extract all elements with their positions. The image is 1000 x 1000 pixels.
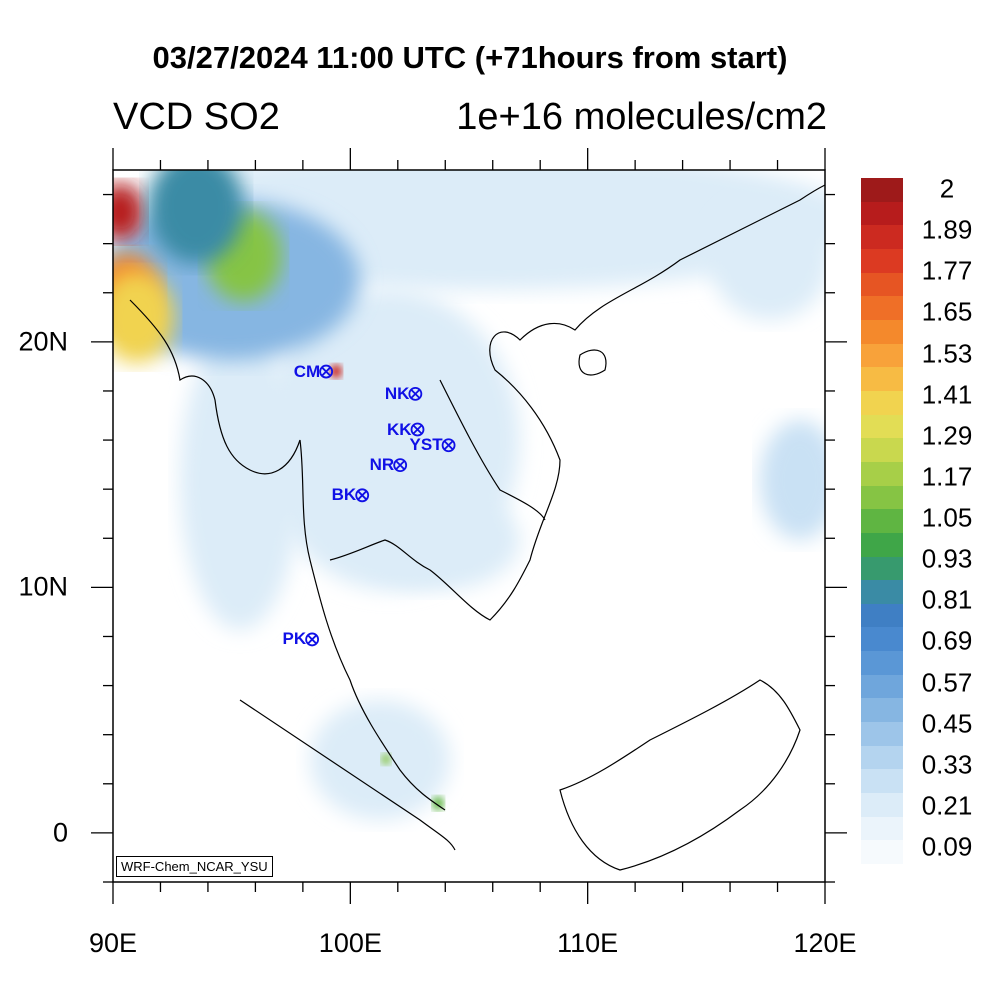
colorbar-label: 1.29 xyxy=(921,420,973,451)
y-tick-label: 20N xyxy=(18,326,68,357)
station-marker-bk xyxy=(355,488,370,503)
colorbar xyxy=(861,178,903,865)
station-label-pk: PK xyxy=(282,629,307,649)
colorbar-swatch xyxy=(861,816,903,841)
haze-peninsula xyxy=(310,700,450,820)
colorbar-label: 0.45 xyxy=(921,708,973,739)
colorbar-swatch xyxy=(861,840,903,865)
colorbar-swatch xyxy=(861,485,903,510)
colorbar-label: 0.93 xyxy=(921,543,973,574)
colorbar-label: 0.69 xyxy=(921,625,973,656)
colorbar-label: 1.05 xyxy=(921,502,973,533)
colorbar-swatch xyxy=(861,509,903,533)
station-label-kk: KK xyxy=(386,419,412,439)
plume-cm-hotspot xyxy=(330,364,343,379)
colorbar-label: 1.53 xyxy=(921,338,973,368)
colorbar-swatch xyxy=(861,390,903,415)
colorbar-label: 0.21 xyxy=(921,790,973,821)
station-marker-pk xyxy=(305,632,320,647)
colorbar-swatch xyxy=(861,438,903,462)
station-marker-yst xyxy=(441,438,456,453)
x-tick-label: 120E xyxy=(793,928,857,958)
station-marker-cm xyxy=(319,364,334,379)
colorbar-swatch xyxy=(861,627,903,652)
haze-myanmar-south xyxy=(180,330,300,630)
model-tag: WRF-Chem_NCAR_YSU xyxy=(116,856,273,877)
coastline xyxy=(129,184,826,871)
colorbar-swatch xyxy=(861,343,903,368)
colorbar-swatch xyxy=(861,532,903,557)
colorbar-swatch xyxy=(861,201,903,226)
colorbar-label: 0.57 xyxy=(921,667,973,697)
colorbar-swatch xyxy=(861,722,903,746)
station-marker-nk xyxy=(408,387,423,401)
colorbar-swatch xyxy=(861,651,903,675)
colorbar-swatch xyxy=(861,272,903,297)
x-tick-label: 90E xyxy=(88,928,138,958)
station-label-bk: BK xyxy=(331,485,357,505)
colorbar-swatch xyxy=(861,461,903,486)
colorbar-label: 1.41 xyxy=(921,379,973,410)
haze-east xyxy=(760,420,825,540)
colorbar-label: 0.33 xyxy=(921,749,973,780)
chart-title: 03/27/2024 11:00 UTC (+71hours from star… xyxy=(152,40,788,75)
colorbar-label: 0.09 xyxy=(921,831,973,862)
colorbar-swatch xyxy=(861,367,903,391)
plume-malacca-green xyxy=(381,753,391,765)
colorbar-swatch xyxy=(861,674,903,699)
colorbar-label: 0.81 xyxy=(921,584,973,615)
x-tick-label: 100E xyxy=(318,928,382,958)
colorbar-label: 1.77 xyxy=(921,255,973,286)
colorbar-swatch xyxy=(861,698,903,723)
station-label-nk: NK xyxy=(384,383,410,403)
tick-marks xyxy=(91,148,847,904)
y-tick-label: 0 xyxy=(52,817,68,848)
units-title: 1e+16 molecules/cm2 xyxy=(456,96,827,138)
colorbar-swatch xyxy=(861,248,903,273)
colorbar-swatch xyxy=(861,296,903,320)
station-label-nr: NR xyxy=(369,455,395,475)
variable-title: VCD SO2 xyxy=(113,96,280,138)
colorbar-swatch xyxy=(861,414,903,439)
plume-bangladesh-hotspot xyxy=(113,183,144,241)
plume-bangladesh-yellow xyxy=(113,271,175,363)
colorbar-swatch xyxy=(861,319,903,344)
frame xyxy=(112,169,826,883)
station-markers xyxy=(305,364,456,647)
x-tick-label: 110E xyxy=(557,928,619,958)
y-tick-label: 10N xyxy=(18,571,68,602)
station-label-yst: YST xyxy=(409,435,443,455)
colorbar-label: 1.17 xyxy=(921,461,973,492)
colorbar-label: 2 xyxy=(939,173,955,204)
colorbar-label: 1.65 xyxy=(921,296,973,327)
plume-myanmar-teal xyxy=(148,170,244,264)
colorbar-label: 1.89 xyxy=(921,214,973,245)
colorbar-swatch xyxy=(861,745,903,770)
station-label-cm: CM xyxy=(293,361,321,381)
colorbar-swatch xyxy=(861,225,903,249)
station-marker-kk xyxy=(410,422,425,437)
colorbar-swatch xyxy=(861,178,903,202)
colorbar-swatch xyxy=(861,769,903,794)
haze-ne xyxy=(710,200,825,320)
colorbar-swatch xyxy=(861,556,903,581)
colorbar-swatch xyxy=(861,580,903,604)
map-field xyxy=(113,170,825,820)
station-marker-nr xyxy=(393,458,408,473)
haze-cambodia xyxy=(360,490,520,590)
colorbar-swatch xyxy=(861,793,903,817)
colorbar-swatch xyxy=(861,603,903,628)
